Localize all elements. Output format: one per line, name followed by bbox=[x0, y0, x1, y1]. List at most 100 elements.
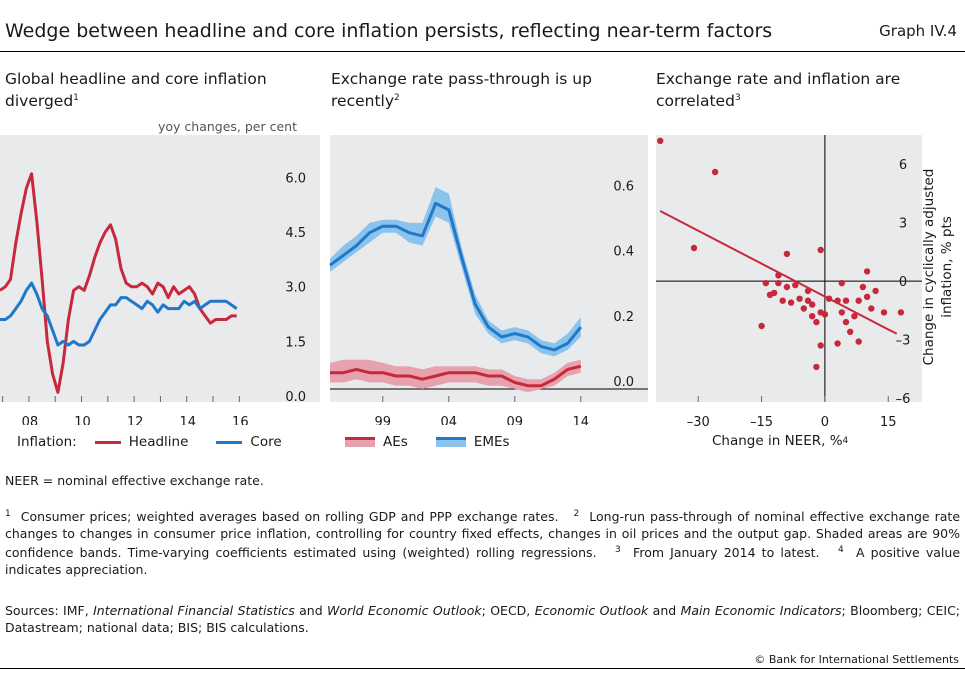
scatter-point bbox=[880, 309, 888, 316]
panel2-footnote-ref: 2 bbox=[394, 93, 400, 103]
scatter-point bbox=[817, 342, 824, 349]
emes-line bbox=[329, 201, 582, 352]
panel1-legend: Inflation: Headline Core bbox=[17, 434, 282, 450]
scatter-point bbox=[872, 287, 879, 295]
bottom-divider bbox=[0, 668, 965, 669]
src-and: and bbox=[294, 603, 328, 618]
scatter-point bbox=[758, 322, 765, 330]
src-mei: Main Economic Indicators bbox=[680, 603, 842, 618]
panel3-footnote-ref: 3 bbox=[734, 93, 741, 103]
panel3-title-line2: correlated bbox=[656, 92, 735, 111]
x-tick-label: 14 bbox=[179, 415, 196, 425]
headline-core-inflation-chart: 0.0 1.5 3.0 4.5 6.0 08 10 12 14 16 bbox=[0, 135, 320, 425]
y-tick-label: 3.0 bbox=[285, 281, 306, 296]
scatter-point bbox=[775, 272, 782, 279]
chart-main-title: Wedge between headline and core inflatio… bbox=[5, 20, 773, 42]
y-tick-label: 3 bbox=[899, 217, 907, 232]
scatter-point bbox=[711, 168, 719, 176]
core-swatch bbox=[216, 440, 243, 444]
y-tick-label: 1.5 bbox=[285, 335, 306, 350]
scatter-point bbox=[783, 250, 791, 258]
scatter-point bbox=[809, 301, 816, 308]
y-tick-label: 6 bbox=[899, 158, 907, 173]
top-divider bbox=[0, 51, 965, 52]
y-tick-label: 0.2 bbox=[613, 310, 634, 325]
src-oecd: ; OECD, bbox=[481, 603, 535, 618]
scatter-point bbox=[838, 279, 845, 287]
scatter-point bbox=[855, 338, 862, 345]
scatter-point bbox=[809, 313, 816, 320]
scatter-point bbox=[859, 283, 867, 291]
src-weo: World Economic Outlook bbox=[327, 603, 482, 618]
ylabel-line1: Change in cyclically adjusted bbox=[921, 169, 937, 366]
x-tick-label: 10 bbox=[74, 415, 91, 425]
scatter-point bbox=[842, 318, 850, 326]
scatter-point bbox=[855, 297, 862, 304]
y-tick-label: 0.0 bbox=[613, 375, 634, 390]
scatter-point bbox=[771, 289, 778, 297]
panel2-title: Exchange rate pass-through is up recentl… bbox=[331, 70, 592, 111]
aes-line bbox=[330, 364, 582, 388]
legend-prefix: Inflation: bbox=[17, 434, 77, 450]
scatter-point bbox=[813, 363, 820, 371]
fn4-num: 4 bbox=[837, 545, 844, 556]
scatter-point bbox=[825, 295, 833, 302]
src-prefix: Sources: IMF, bbox=[5, 603, 94, 618]
emes-confidence-band bbox=[330, 187, 581, 357]
headline-line bbox=[0, 172, 237, 394]
x-tick-label: 15 bbox=[880, 415, 897, 430]
emes-swatch bbox=[435, 437, 466, 447]
x-tick-label: 09 bbox=[507, 415, 524, 425]
fn3-num: 3 bbox=[615, 545, 621, 556]
x-tick-label: 16 bbox=[232, 415, 249, 425]
src-eo: Economic Outlook bbox=[534, 603, 649, 618]
plot-background bbox=[656, 135, 922, 402]
scatter-point bbox=[783, 283, 791, 291]
scatter-point bbox=[762, 279, 769, 287]
plot-background bbox=[330, 135, 648, 402]
graph-number: Graph IV.4 bbox=[879, 22, 957, 40]
scatter-point bbox=[800, 305, 807, 312]
scatter-point bbox=[792, 281, 799, 289]
inflation-axis-label: Change in cyclically adjusted inflation, … bbox=[921, 169, 955, 366]
panel3-xlabel: Change in NEER, % 4 bbox=[712, 433, 848, 449]
scatter-point bbox=[897, 309, 905, 316]
fn3-text: From January 2014 to latest. bbox=[633, 545, 820, 561]
aes-swatch bbox=[345, 437, 375, 447]
pass-through-chart: 0.0 0.2 0.4 0.6 99 04 09 14 bbox=[329, 135, 648, 425]
legend-aes: AEs bbox=[383, 434, 408, 450]
x-tick-label: –30 bbox=[687, 415, 710, 430]
fn1-text: Consumer prices; weighted averages based… bbox=[20, 509, 559, 525]
scatter-point bbox=[804, 297, 812, 304]
panel1-title: Global headline and core inflation diver… bbox=[5, 70, 267, 111]
sources-note: Sources: IMF, International Financial St… bbox=[5, 602, 960, 636]
scatter-point bbox=[821, 311, 829, 318]
x-tick-label: 0 bbox=[821, 415, 829, 430]
src-rest: ; Bloomberg; CEIC; Datastream; national … bbox=[5, 603, 961, 635]
src-ifs: International Financial Statistics bbox=[93, 603, 295, 618]
panel2-legend: AEs EMEs bbox=[345, 434, 510, 450]
y-tick-label: 6.0 bbox=[285, 171, 306, 186]
scatter-point bbox=[834, 297, 841, 304]
scatter-point bbox=[796, 295, 803, 302]
y-tick-label: 0.0 bbox=[285, 390, 306, 405]
scatter-point bbox=[863, 293, 871, 300]
scatter-point bbox=[787, 299, 795, 306]
x-tick-label: –15 bbox=[750, 415, 773, 430]
src-and2: and bbox=[648, 603, 681, 618]
neer-axis-label: Change in NEER, % bbox=[712, 433, 843, 449]
scatter-point bbox=[868, 305, 875, 312]
scatter-point bbox=[863, 268, 871, 275]
scatter-point bbox=[847, 328, 854, 335]
scatter-point bbox=[690, 244, 698, 252]
y-tick-label: 0.4 bbox=[613, 245, 634, 260]
scatter-point bbox=[775, 279, 782, 287]
panel2-title-line1: Exchange rate pass-through is up bbox=[331, 70, 592, 88]
panel1-footnote-ref: 1 bbox=[73, 93, 79, 103]
scatter-point bbox=[804, 287, 812, 295]
legend-headline: Headline bbox=[128, 434, 189, 450]
panel1-title-line1: Global headline and core inflation bbox=[5, 70, 267, 88]
y-tick-label: 0.6 bbox=[613, 180, 634, 195]
scatter-point bbox=[813, 318, 820, 326]
scatter-point bbox=[834, 340, 841, 347]
